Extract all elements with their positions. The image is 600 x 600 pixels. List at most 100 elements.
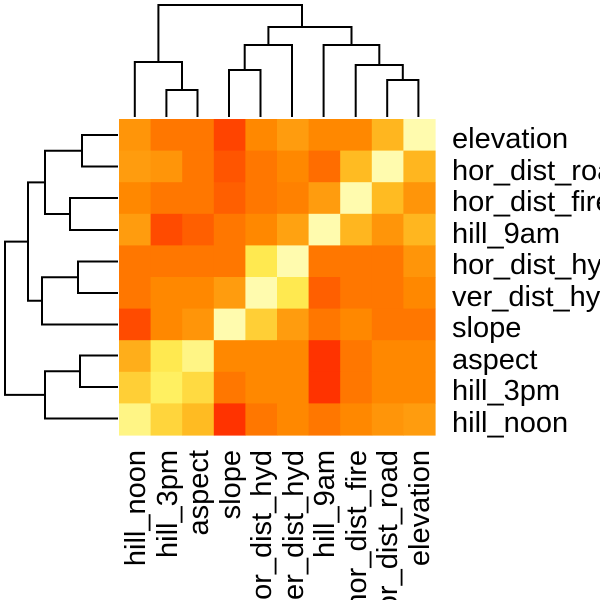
heatmap-cell-slope-x-hor-dist-hyd [245, 308, 278, 341]
heatmap-cell-slope-x-hor-dist-fire [340, 308, 373, 341]
col-label-hill-9am: hill_9am [309, 450, 341, 558]
heatmap-cell-hill-3pm-x-slope [213, 371, 246, 404]
col-dendro-link-hyd-cluster [243, 44, 293, 117]
heatmap-cell-hill-9am-x-hill-9am [308, 213, 341, 246]
heatmap-cell-aspect-x-slope [213, 340, 246, 373]
heatmap-cell-slope-x-slope [213, 308, 246, 341]
heatmap-cell-ver-dist-hyd-x-aspect [182, 277, 215, 310]
heatmap-cell-hor-dist-road-x-hor-dist-road [371, 150, 404, 183]
heatmap-cell-hill-noon-x-hor-dist-fire [340, 403, 373, 436]
heatmap-cell-slope-x-ver-dist-hyd [277, 308, 310, 341]
heatmap-cell-hill-noon-x-hor-dist-hyd [245, 403, 278, 436]
heatmap-cell-elevation-x-aspect [182, 119, 215, 152]
heatmap-cell-hill-9am-x-elevation [403, 213, 436, 246]
row-dendro-link-elev-road [81, 134, 118, 168]
heatmap-cell-aspect-x-hill-9am [308, 340, 341, 373]
heatmap-cell-hor-dist-hyd-x-hill-9am [308, 245, 341, 278]
heatmap-cell-aspect-x-aspect [182, 340, 215, 373]
heatmap-cell-slope-x-hill-noon [119, 308, 152, 341]
heatmap-cell-hill-9am-x-ver-dist-hyd [277, 213, 310, 246]
heatmap-cell-hill-noon-x-hill-3pm [150, 403, 183, 436]
heatmap-cell-hor-dist-road-x-ver-dist-hyd [277, 150, 310, 183]
row-label-hill-3pm: hill_3pm [452, 375, 560, 407]
heatmap-cell-hor-dist-hyd-x-ver-dist-hyd [277, 245, 310, 278]
row-labels: elevation hor_dist_road hor_dist_fire hi… [452, 123, 600, 439]
heatmap-cell-hor-dist-road-x-elevation [403, 150, 436, 183]
heatmap-cell-hor-dist-fire-x-hor-dist-road [371, 182, 404, 215]
row-dendrogram [4, 134, 118, 420]
heatmap-cell-hor-dist-hyd-x-hor-dist-hyd [245, 245, 278, 278]
heatmap-cell-slope-x-aspect [182, 308, 215, 341]
heatmap-cell-ver-dist-hyd-x-ver-dist-hyd [277, 277, 310, 310]
row-dendro-link-hyd-pair [77, 260, 118, 294]
heatmap-cell-hill-9am-x-slope [213, 213, 246, 246]
heatmap-cell-hor-dist-fire-x-hill-noon [119, 182, 152, 215]
heatmap-cell-ver-dist-hyd-x-hor-dist-fire [340, 277, 373, 310]
heatmap-cell-hill-9am-x-aspect [182, 213, 215, 246]
heatmap-cell-elevation-x-elevation [403, 119, 436, 152]
heatmap-cell-aspect-x-hor-dist-road [371, 340, 404, 373]
heatmap-cell-aspect-x-elevation [403, 340, 436, 373]
heatmap-cell-elevation-x-ver-dist-hyd [277, 119, 310, 152]
col-dendro-link-hill3pm-aspect [165, 89, 199, 117]
heatmap-cell-aspect-x-hill-3pm [150, 340, 183, 373]
heatmap-cell-hill-noon-x-hill-noon [119, 403, 152, 436]
heatmap-cell-ver-dist-hyd-x-hor-dist-road [371, 277, 404, 310]
col-label-elevation: elevation [404, 450, 436, 566]
heatmap-cell-hill-9am-x-hill-noon [119, 213, 152, 246]
heatmap-cell-hor-dist-fire-x-slope [213, 182, 246, 215]
heatmap-cell-ver-dist-hyd-x-hill-9am [308, 277, 341, 310]
heatmap-cell-elevation-x-hill-noon [119, 119, 152, 152]
heatmap-cells [119, 119, 436, 436]
col-label-hor-dist-fire: hor_dist_fire [341, 450, 373, 600]
row-dendro-link-root [4, 240, 45, 396]
heatmap-cell-hor-dist-hyd-x-slope [213, 245, 246, 278]
heatmap-cell-hill-noon-x-slope [213, 403, 246, 436]
row-dendro-link-fire-9am [69, 197, 118, 231]
heatmap-cell-elevation-x-hill-3pm [150, 119, 183, 152]
heatmap-cell-hill-noon-x-hor-dist-road [371, 403, 404, 436]
heatmap-cell-hill-noon-x-aspect [182, 403, 215, 436]
heatmap-cell-hill-3pm-x-elevation [403, 371, 436, 404]
heatmap-cell-elevation-x-hor-dist-fire [340, 119, 373, 152]
row-label-hor-dist-road: hor_dist_road [452, 155, 600, 187]
column-labels: hill_noon hill_3pm aspect slope hor_dist… [120, 450, 436, 600]
heatmap-cell-hill-3pm-x-hill-noon [119, 371, 152, 404]
col-dendro-link-slope-horhyd [228, 69, 262, 117]
col-label-hor-dist-road: hor_dist_road [372, 450, 404, 600]
heatmap-cell-ver-dist-hyd-x-hor-dist-hyd [245, 277, 278, 310]
col-dendro-link-mid-cluster [267, 26, 353, 45]
heatmap-cell-hor-dist-hyd-x-elevation [403, 245, 436, 278]
heatmap-cell-slope-x-hill-3pm [150, 308, 183, 341]
row-label-aspect: aspect [452, 344, 537, 376]
row-label-hor-dist-fire: hor_dist_fire [452, 186, 600, 218]
heatmap-cell-aspect-x-ver-dist-hyd [277, 340, 310, 373]
heatmap-cell-hor-dist-road-x-slope [213, 150, 246, 183]
heatmap-cell-hor-dist-hyd-x-aspect [182, 245, 215, 278]
heatmap-cell-hor-dist-hyd-x-hor-dist-road [371, 245, 404, 278]
heatmap-cell-hill-noon-x-ver-dist-hyd [277, 403, 310, 436]
col-dendro-link-road-elevation [386, 79, 420, 117]
heatmap-cell-ver-dist-hyd-x-hill-3pm [150, 277, 183, 310]
heatmap-cell-elevation-x-hill-9am [308, 119, 341, 152]
heatmap-cell-hor-dist-fire-x-hor-dist-hyd [245, 182, 278, 215]
col-label-hill-3pm: hill_3pm [152, 450, 184, 558]
heatmap-cell-hor-dist-hyd-x-hor-dist-fire [340, 245, 373, 278]
heatmap-cell-hor-dist-fire-x-aspect [182, 182, 215, 215]
col-label-hor-dist-hyd: hor_dist_hyd [246, 450, 278, 600]
heatmap-cell-elevation-x-hor-dist-hyd [245, 119, 278, 152]
heatmap-cell-elevation-x-slope [213, 119, 246, 152]
heatmap-cell-hill-3pm-x-hill-9am [308, 371, 341, 404]
col-dendro-link-root [157, 4, 303, 62]
row-dendro-link-slope-cluster [41, 276, 118, 326]
row-label-hill-noon: hill_noon [452, 407, 568, 439]
heatmap-cell-hill-9am-x-hor-dist-hyd [245, 213, 278, 246]
col-label-hill-noon: hill_noon [120, 450, 152, 566]
col-label-ver-dist-hyd: ver_dist_hyd [278, 450, 310, 600]
heatmap-cell-hor-dist-road-x-hor-dist-hyd [245, 150, 278, 183]
heatmap-cell-aspect-x-hor-dist-fire [340, 340, 373, 373]
row-label-elevation: elevation [452, 123, 568, 155]
heatmap-cell-hor-dist-road-x-hill-3pm [150, 150, 183, 183]
heatmap-cell-ver-dist-hyd-x-hill-noon [119, 277, 152, 310]
